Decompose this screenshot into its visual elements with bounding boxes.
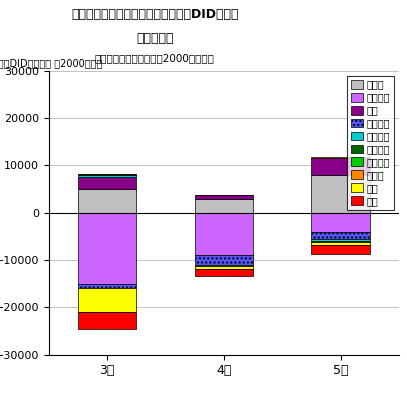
Bar	[195, 195, 253, 199]
Text: （総務省家計調査月報・2000年実質）: （総務省家計調査月報・2000年実質）	[95, 53, 214, 63]
Bar	[195, 266, 253, 269]
Text: 例年とのDID支出額差 ￥2000年実質: 例年とのDID支出額差 ￥2000年実質	[0, 58, 102, 68]
Bar	[78, 177, 136, 189]
Bar	[195, 199, 253, 213]
Bar	[195, 269, 253, 276]
Bar	[78, 312, 136, 329]
Bar	[311, 158, 370, 175]
Text: 【関　東】: 【関 東】	[136, 32, 173, 45]
Text: 東日本大震災後の家計サービス支出DID変化額: 東日本大震災後の家計サービス支出DID変化額	[71, 8, 239, 21]
Bar	[311, 213, 370, 232]
Bar	[78, 284, 136, 288]
Bar	[311, 241, 370, 242]
Bar	[78, 288, 136, 312]
Legend: 他支出, 教養娯楽, 教育, 交通通信, 保健医療, 被覆履物, 家具家事, 水光熱, 住居, 食料: 他支出, 教養娯楽, 教育, 交通通信, 保健医療, 被覆履物, 家具家事, 水…	[347, 76, 394, 210]
Bar	[311, 232, 370, 239]
Bar	[311, 175, 370, 213]
Bar	[311, 157, 370, 158]
Bar	[195, 213, 253, 255]
Bar	[195, 255, 253, 265]
Bar	[195, 265, 253, 266]
Bar	[78, 213, 136, 284]
Bar	[78, 175, 136, 177]
Bar	[311, 245, 370, 254]
Bar	[311, 242, 370, 245]
Bar	[311, 239, 370, 241]
Bar	[78, 189, 136, 213]
